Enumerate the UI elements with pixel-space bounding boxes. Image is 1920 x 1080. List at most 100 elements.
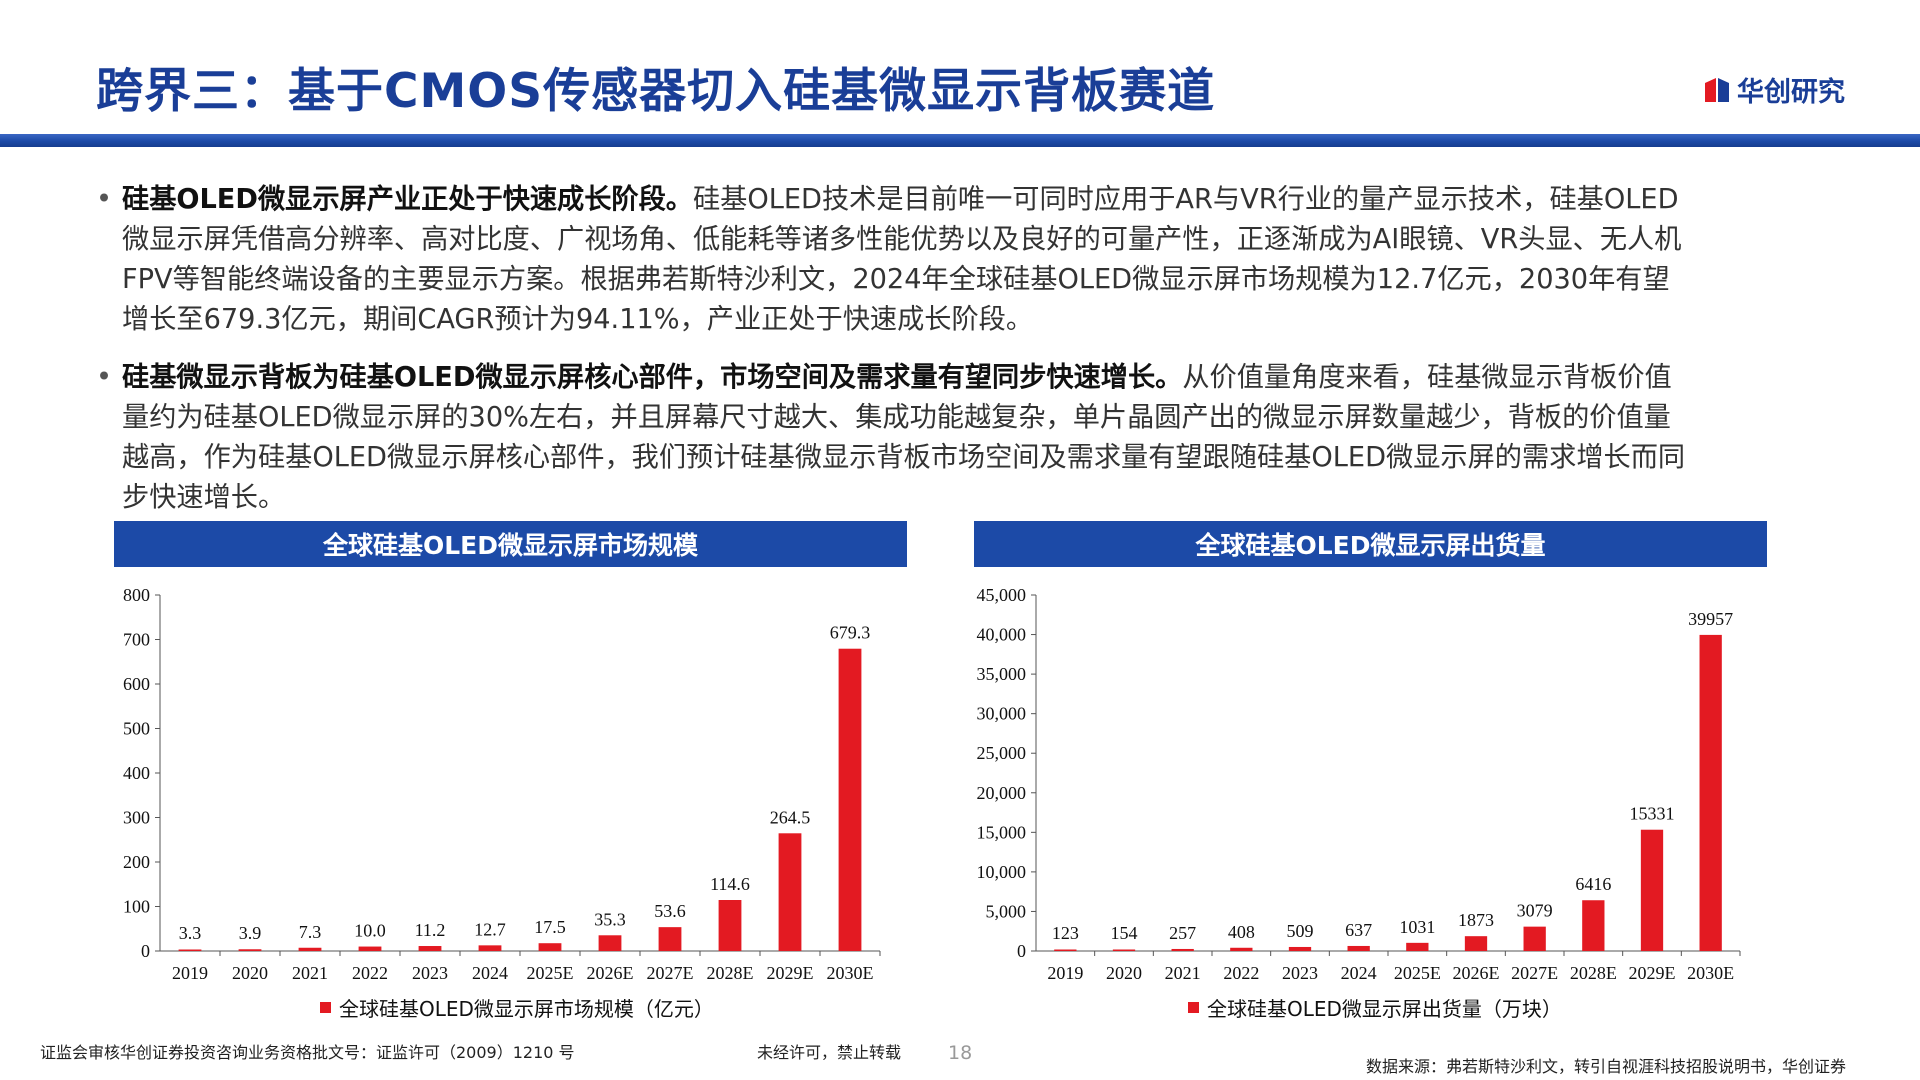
bar [1054, 949, 1077, 951]
y-tick-label: 200 [123, 852, 150, 872]
bar [418, 946, 442, 951]
legend-label: 全球硅基OLED微显示屏出货量（万块） [1207, 997, 1562, 1021]
bar [838, 648, 862, 951]
bar [778, 833, 802, 951]
legend-shipments: 全球硅基OLED微显示屏出货量（万块） [1188, 993, 1562, 1022]
legend-swatch [320, 1002, 331, 1013]
y-tick-label: 100 [123, 897, 150, 917]
bar [718, 900, 742, 951]
data-label: 10.0 [354, 921, 386, 941]
x-tick-label: 2025E [1394, 963, 1441, 983]
data-label: 257 [1169, 923, 1196, 943]
bullet-lead: 硅基OLED微显示屏产业正处于快速成长阶段。 [122, 184, 693, 215]
x-tick-label: 2019 [172, 963, 208, 983]
x-tick-label: 2023 [412, 963, 448, 983]
legend-swatch [1188, 1002, 1199, 1013]
y-tick-label: 400 [123, 763, 150, 783]
logo-mark-icon [1705, 78, 1729, 102]
bar [658, 927, 682, 951]
bullet-body: 硅基OLED技术是目前唯一可同时应用于AR与VR行业的量产显示技术，硅基OLED… [122, 184, 1682, 335]
bar [478, 945, 502, 951]
x-tick-label: 2024 [1341, 963, 1377, 983]
bullet-item: 硅基微显示背板为硅基OLED微显示屏核心部件，市场空间及需求量有望同步快速增长。… [96, 358, 1696, 518]
x-tick-label: 2029E [767, 963, 814, 983]
data-label: 3079 [1517, 901, 1553, 921]
y-tick-label: 30,000 [977, 704, 1027, 724]
data-label: 12.7 [474, 919, 506, 939]
bar [1171, 948, 1194, 951]
y-tick-label: 600 [123, 674, 150, 694]
header-divider [0, 134, 1920, 147]
data-label: 264.5 [770, 807, 811, 827]
bar [1640, 829, 1664, 951]
page-number: 18 [948, 1042, 973, 1064]
x-tick-label: 2020 [1106, 963, 1142, 983]
bullet-body: 从价值量角度来看，硅基微显示背板价值量约为硅基OLED微显示屏的30%左右，并且… [122, 362, 1686, 513]
data-label: 679.3 [830, 623, 871, 643]
y-tick-label: 700 [123, 630, 150, 650]
x-tick-label: 2030E [1687, 963, 1734, 983]
x-tick-label: 2028E [707, 963, 754, 983]
data-label: 11.2 [415, 920, 446, 940]
x-tick-label: 2030E [827, 963, 874, 983]
x-tick-label: 2021 [292, 963, 328, 983]
data-label: 7.3 [299, 922, 322, 942]
x-tick-label: 2026E [1453, 963, 1500, 983]
x-tick-label: 2024 [472, 963, 508, 983]
x-tick-label: 2029E [1629, 963, 1676, 983]
market-size-bar-chart: 0 100 200 300 400 500 600 700 800 3.3 2019 3.9 2020 7… [123, 585, 881, 983]
y-tick-label: 800 [123, 585, 150, 605]
chart-title-shipments: 全球硅基OLED微显示屏出货量 [974, 521, 1767, 567]
y-tick-label: 300 [123, 808, 150, 828]
data-label: 1873 [1458, 910, 1494, 930]
bar [178, 949, 202, 951]
data-label: 15331 [1630, 804, 1675, 824]
y-tick-label: 25,000 [977, 743, 1027, 763]
data-label: 3.9 [239, 923, 262, 943]
x-tick-label: 2028E [1570, 963, 1617, 983]
x-tick-label: 2022 [1223, 963, 1259, 983]
data-label: 408 [1228, 922, 1255, 942]
y-tick-label: 15,000 [977, 822, 1027, 842]
page-title: 跨界三：基于CMOS传感器切入硅基微显示背板赛道 [96, 64, 1216, 119]
bar [1406, 942, 1429, 951]
bar [1523, 926, 1546, 951]
data-label: 39957 [1688, 609, 1733, 629]
bar [1699, 634, 1722, 951]
bar [298, 947, 322, 951]
bar [1230, 947, 1253, 951]
bar [538, 943, 562, 951]
bar [1288, 946, 1312, 951]
y-tick-label: 45,000 [977, 585, 1027, 605]
brand-logo: 华创研究 [1703, 72, 1845, 108]
license-note: 证监会审核华创证券投资咨询业务资格批文号：证监许可（2009）1210 号 [40, 1043, 575, 1062]
bar [1582, 900, 1605, 951]
bar [598, 935, 622, 951]
bullet-item: 硅基OLED微显示屏产业正处于快速成长阶段。硅基OLED技术是目前唯一可同时应用… [96, 180, 1696, 340]
data-label: 637 [1345, 920, 1372, 940]
legend-label: 全球硅基OLED微显示屏市场规模（亿元） [339, 997, 714, 1021]
data-label: 114.6 [710, 874, 750, 894]
bullet-list: 硅基OLED微显示屏产业正处于快速成长阶段。硅基OLED技术是目前唯一可同时应用… [96, 180, 1696, 536]
y-tick-label: 500 [123, 719, 150, 739]
data-label: 6416 [1575, 874, 1611, 894]
data-label: 17.5 [534, 917, 566, 937]
shipments-bar-chart: 0 5,000 10,000 15,000 20,000 25,000 30,000 35,0… [977, 585, 1741, 983]
x-tick-label: 2019 [1047, 963, 1083, 983]
x-tick-label: 2021 [1165, 963, 1201, 983]
bar [1112, 949, 1136, 951]
data-label: 3.3 [179, 923, 202, 943]
data-label: 1031 [1399, 917, 1435, 937]
bullet-lead: 硅基微显示背板为硅基OLED微显示屏核心部件，市场空间及需求量有望同步快速增长。 [122, 362, 1183, 393]
bar [1464, 936, 1488, 951]
data-label: 53.6 [654, 901, 686, 921]
bar [1347, 945, 1370, 951]
bar [238, 949, 262, 951]
chart-title-market-size: 全球硅基OLED微显示屏市场规模 [114, 521, 907, 567]
x-tick-label: 2027E [647, 963, 694, 983]
data-label: 509 [1287, 921, 1314, 941]
data-label: 123 [1052, 923, 1079, 943]
y-tick-label: 0 [141, 941, 150, 961]
x-tick-label: 2023 [1282, 963, 1318, 983]
y-tick-label: 20,000 [977, 783, 1027, 803]
